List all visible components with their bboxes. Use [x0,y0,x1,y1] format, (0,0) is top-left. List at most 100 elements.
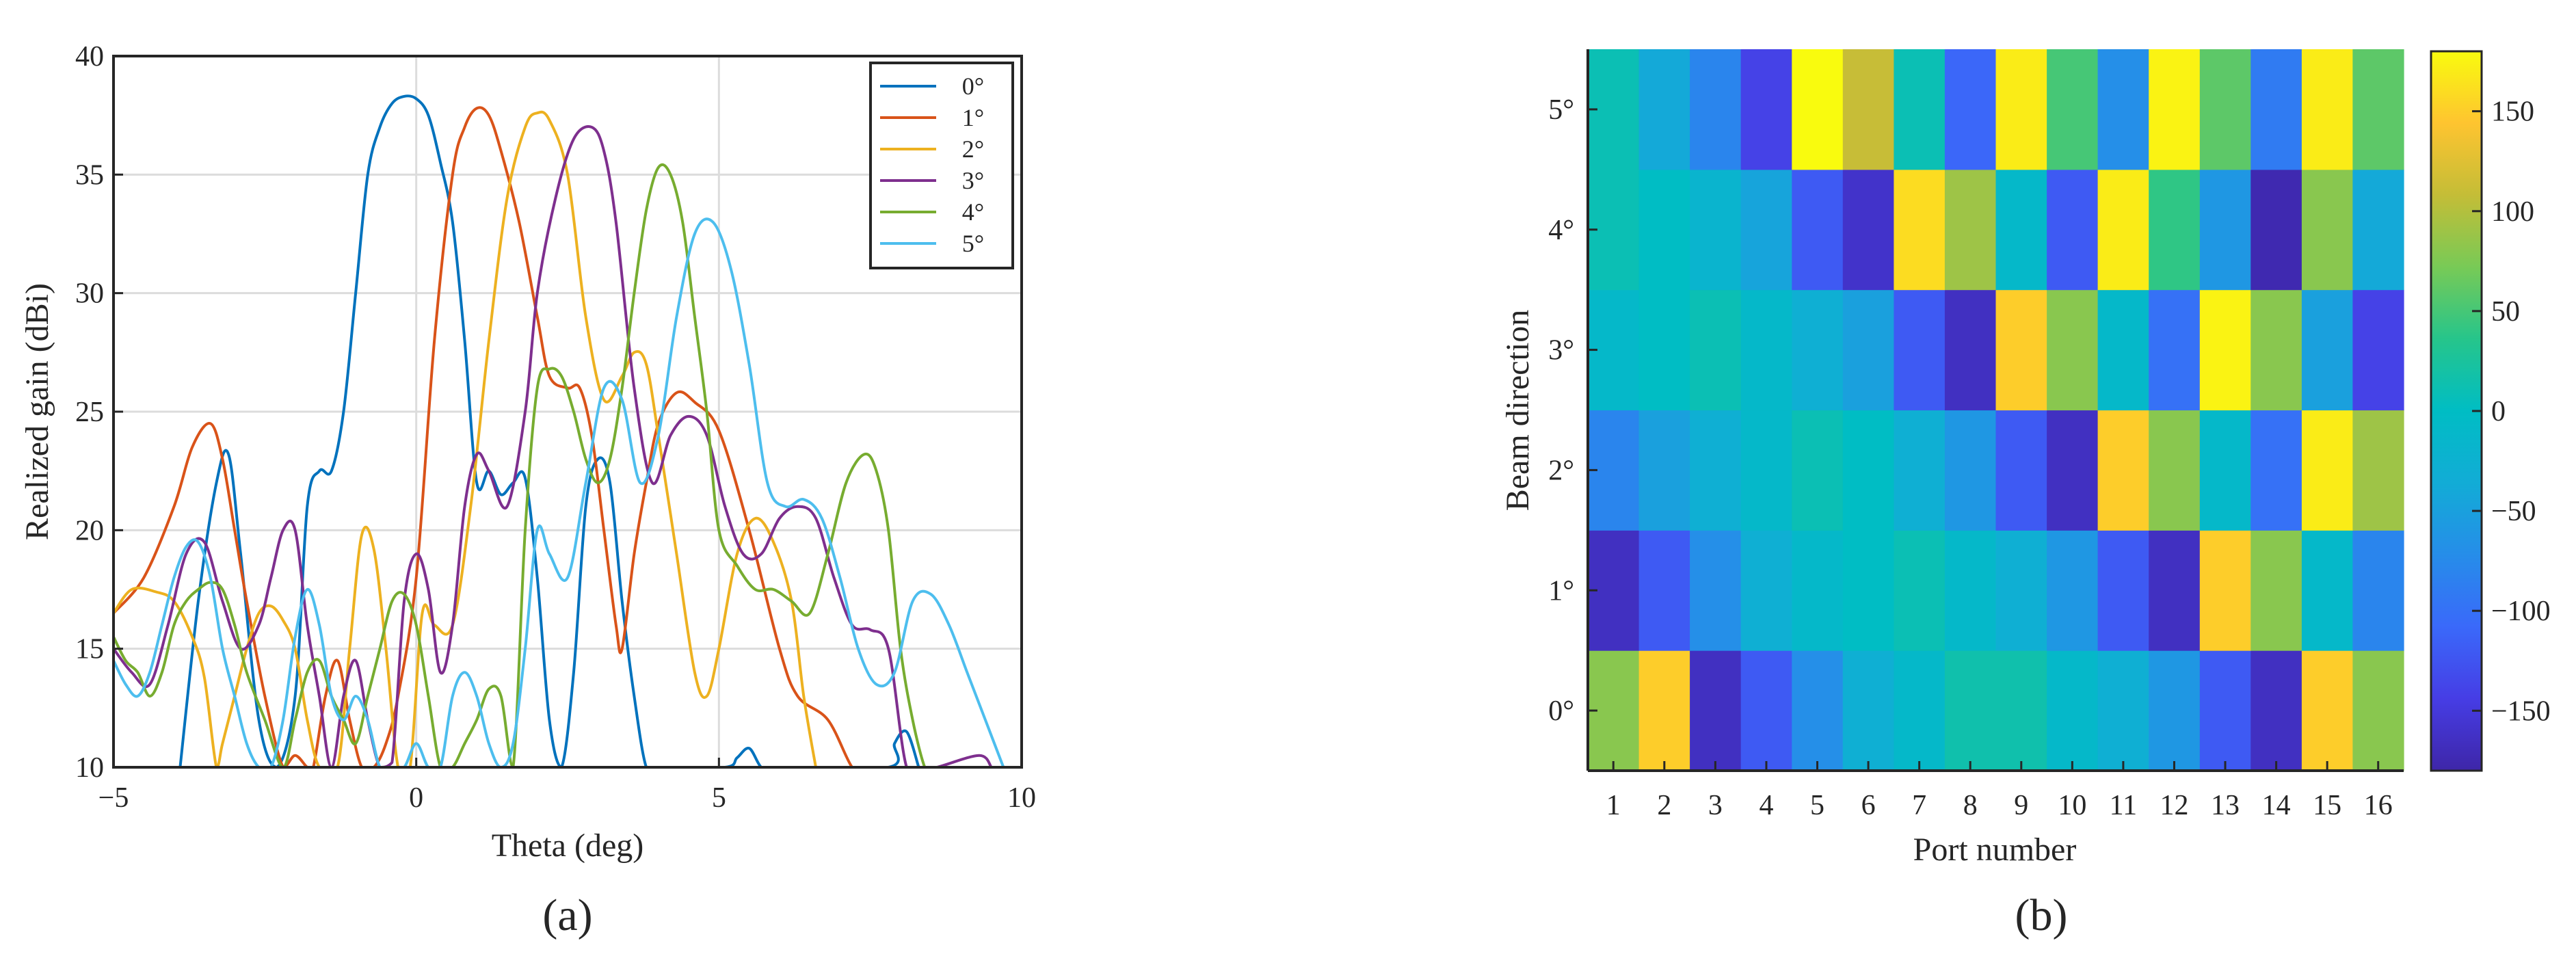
heatmap-cell [1740,169,1792,291]
heatmap-cell [1792,410,1844,531]
heatmap-cell [1894,530,1946,651]
line-chart-series [112,94,1005,769]
heatmap-cell [2097,49,2149,170]
y-tick-label: 40 [75,41,104,72]
heatmap-ylabel: Beam direction [1500,310,1536,512]
heatmap-xlabel: Port number [1913,832,2077,868]
x-tick-label: 14 [2262,790,2291,821]
y-tick-label: 10 [75,752,104,784]
heatmap-cell [1944,410,1997,531]
heatmap-cells [1588,49,2404,771]
heatmap-cell [1995,410,2047,531]
heatmap-cell [2250,169,2302,291]
heatmap-cell [1690,410,1742,531]
y-tick-label: 2° [1548,455,1574,486]
heatmap-cell [2301,169,2354,291]
x-tick-label: 15 [2313,790,2341,821]
x-tick-label: 12 [2160,790,2188,821]
heatmap-cell [1995,169,2047,291]
heatmap-cell [1690,289,1742,411]
heatmap-cell [2301,530,2354,651]
heatmap-cell [2301,410,2354,531]
heatmap-cell [2097,410,2149,531]
heatmap-cell [2149,169,2201,291]
panel-label-b: (b) [2015,890,2068,940]
x-tick-label: 5 [1810,790,1824,821]
heatmap-cell [2199,410,2251,531]
heatmap-cell [2047,410,2099,531]
legend-label: 2° [962,135,984,163]
heatmap-cell [2097,169,2149,291]
x-tick-label: 0 [409,782,423,814]
line-chart-ticks: −5 0 5 10 10 15 20 25 30 35 40 [75,41,1036,814]
heatmap-cell [1894,289,1946,411]
heatmap-cell [1894,410,1946,531]
y-tick-label: 5° [1548,94,1574,126]
heatmap-cell [2352,289,2404,411]
heatmap-cell [2250,410,2302,531]
heatmap-cell [1638,650,1690,771]
heatmap-cell [1842,650,1894,771]
heatmap-cell [2199,650,2251,771]
x-tick-label: 1 [1606,790,1621,821]
heatmap-cell [2352,410,2404,531]
colorbar-tick-label: −150 [2491,695,2551,727]
heatmap-cell [2352,49,2404,170]
x-tick-label: 6 [1861,790,1876,821]
x-tick-label: 10 [1007,782,1036,814]
heatmap-cell [1842,49,1894,170]
y-tick-label: 15 [75,634,104,665]
heatmap-cell [2301,650,2354,771]
x-tick-label: 11 [2110,790,2137,821]
heatmap-cell [2047,650,2099,771]
heatmap-cell [2199,289,2251,411]
heatmap-cell [1944,289,1997,411]
x-tick-label: 10 [2058,790,2086,821]
series-line [112,125,993,769]
x-tick-label: 4 [1759,790,1773,821]
series-line [112,106,864,769]
heatmap-cell [1638,289,1690,411]
heatmap-cell [1842,169,1894,291]
line-chart-grid [114,56,1022,767]
colorbar-tick-label: 150 [2491,96,2534,128]
heatmap-cell [1944,169,1997,291]
heatmap-cell [2097,289,2149,411]
heatmap-cell [2301,49,2354,170]
panel-label-a: (a) [542,890,592,940]
heatmap-cell [1792,650,1844,771]
heatmap-cell [2149,289,2201,411]
colorbar-tick-label: −50 [2491,496,2536,527]
x-tick-label: −5 [98,782,129,814]
heatmap-cell [1944,530,1997,651]
legend-box [869,62,1014,269]
heatmap-cell [1995,650,2047,771]
y-tick-label: 30 [75,278,104,310]
x-tick-label: 2 [1657,790,1671,821]
y-tick-label: 4° [1548,215,1574,246]
legend-label: 4° [962,198,984,226]
heatmap-cell [2301,289,2354,411]
heatmap-cell [2199,530,2251,651]
legend-label: 5° [962,230,984,257]
heatmap-cell [1740,410,1792,531]
heatmap-cell [1842,289,1894,411]
x-tick-label: 7 [1912,790,1926,821]
heatmap-cell [1995,49,2047,170]
legend-label: 3° [962,167,984,194]
heatmap-cell [1638,530,1690,651]
heatmap-cell [1842,530,1894,651]
heatmap-cell [2250,530,2302,651]
heatmap-cell [1690,650,1742,771]
colorbar-tick-label: 0 [2491,396,2506,427]
heatmap-cell [1995,530,2047,651]
series-line [112,217,1005,769]
line-chart-xlabel: Theta (deg) [492,827,644,864]
heatmap-cell [2199,49,2251,170]
colorbar-tick-label: 100 [2491,196,2534,228]
y-tick-label: 35 [75,159,104,191]
x-tick-label: 5 [712,782,726,814]
heatmap-cell [1638,410,1690,531]
heatmap-cell [2149,49,2201,170]
